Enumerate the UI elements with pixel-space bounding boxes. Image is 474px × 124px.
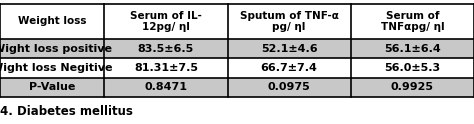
Text: Serum of
TNFαpg/ ηl: Serum of TNFαpg/ ηl <box>381 11 444 32</box>
Bar <box>228 78 351 97</box>
Text: Weight loss: Weight loss <box>18 16 86 26</box>
Text: Wight loss Negitive: Wight loss Negitive <box>0 63 113 73</box>
Bar <box>351 4 474 39</box>
Text: 0.8471: 0.8471 <box>145 82 187 92</box>
Bar <box>228 39 351 58</box>
Bar <box>351 39 474 58</box>
Bar <box>0 4 104 39</box>
Bar <box>104 58 228 78</box>
Text: 81.31±7.5: 81.31±7.5 <box>134 63 198 73</box>
Bar <box>228 58 351 78</box>
Bar <box>351 58 474 78</box>
Text: 0.0975: 0.0975 <box>268 82 310 92</box>
Bar <box>104 4 228 39</box>
Text: Wight loss positive: Wight loss positive <box>0 44 112 54</box>
Bar <box>104 39 228 58</box>
Bar <box>0 39 104 58</box>
Text: 0.9925: 0.9925 <box>391 82 434 92</box>
Text: P-Value: P-Value <box>29 82 75 92</box>
Text: 4. Diabetes mellitus: 4. Diabetes mellitus <box>0 105 133 118</box>
Bar <box>0 78 104 97</box>
Text: Serum of IL-
12pg/ ηl: Serum of IL- 12pg/ ηl <box>130 11 202 32</box>
Text: Sputum of TNF-α
pg/ ηl: Sputum of TNF-α pg/ ηl <box>240 11 338 32</box>
Text: 83.5±6.5: 83.5±6.5 <box>138 44 194 54</box>
Bar <box>104 78 228 97</box>
Text: 56.1±6.4: 56.1±6.4 <box>384 44 441 54</box>
Text: 52.1±4.6: 52.1±4.6 <box>261 44 318 54</box>
Bar <box>228 4 351 39</box>
Bar <box>351 78 474 97</box>
Text: 66.7±7.4: 66.7±7.4 <box>261 63 318 73</box>
Text: 56.0±5.3: 56.0±5.3 <box>384 63 440 73</box>
Bar <box>0 58 104 78</box>
